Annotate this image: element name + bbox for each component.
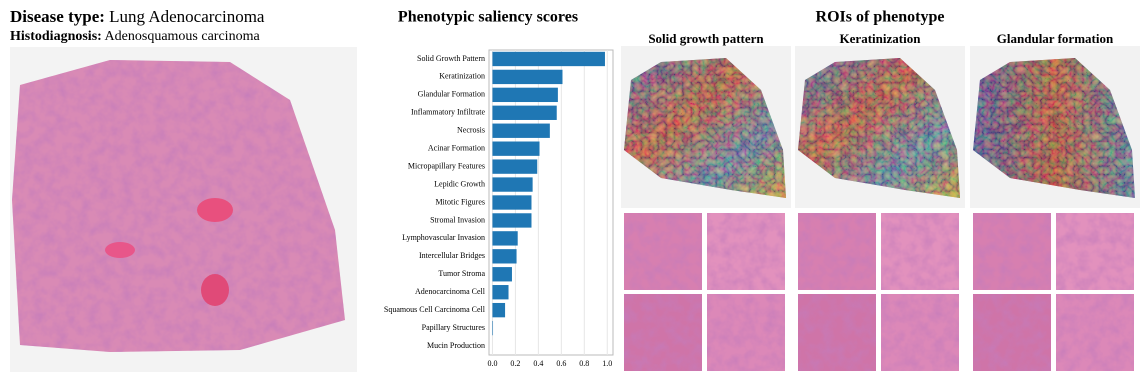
- bar: [492, 249, 517, 264]
- y-tick-label: Mitotic Figures: [435, 197, 485, 206]
- disease-line: Disease type: Lung Adenocarcinoma: [10, 7, 265, 26]
- roi-texture: [707, 213, 785, 290]
- y-tick-label: Mucin Production: [427, 341, 485, 350]
- bar: [492, 177, 533, 192]
- y-tick-label: Inflammatory Infiltrate: [411, 108, 485, 117]
- bar: [492, 105, 557, 120]
- bar: [492, 302, 506, 318]
- bar: [492, 285, 509, 300]
- y-tick-label: Adenocarcinoma Cell: [415, 287, 486, 296]
- y-tick-label: Necrosis: [457, 126, 485, 135]
- y-tick-label: Lymphovascular Invasion: [402, 233, 485, 242]
- roi-texture: [624, 294, 702, 371]
- y-tick-label: Stromal Invasion: [430, 215, 485, 224]
- roi-texture: [1056, 294, 1134, 371]
- y-tick-label: Intercellular Bridges: [419, 251, 485, 260]
- bar: [492, 141, 540, 156]
- y-tick-label: Solid Growth Pattern: [417, 54, 485, 63]
- x-tick-label: 1.0: [602, 359, 612, 368]
- plot-frame: [488, 49, 614, 356]
- roi-texture: [973, 213, 1051, 290]
- tissue: [12, 60, 345, 352]
- column-title: Solid growth pattern: [648, 31, 764, 46]
- x-tick-label: 0.2: [510, 359, 520, 368]
- y-tick-label: Acinar Formation: [428, 144, 485, 153]
- roi-texture: [973, 294, 1051, 371]
- y-tick-label: Lepidic Growth: [434, 179, 485, 188]
- roi-texture: [881, 294, 959, 371]
- x-tick-label: 0.8: [579, 359, 589, 368]
- y-tick-label: Squamous Cell Carcinoma Cell: [384, 305, 486, 314]
- roi-texture: [798, 213, 876, 290]
- chart-title: Phenotypic saliency scores: [398, 9, 578, 26]
- x-tick-label: 0.0: [487, 359, 497, 368]
- bar: [492, 69, 563, 85]
- rois-title: ROIs of phenotype: [816, 9, 945, 26]
- x-tick-label: 0.4: [533, 359, 543, 368]
- x-tick-label: 0.6: [556, 359, 566, 368]
- histo-line: Histodiagnosis: Adenosquamous carcinoma: [10, 29, 260, 44]
- roi-texture: [798, 294, 876, 371]
- bar: [492, 267, 512, 282]
- y-tick-label: Keratinization: [439, 72, 485, 81]
- bar: [492, 195, 532, 210]
- y-tick-label: Papillary Structures: [422, 323, 485, 332]
- roi-texture: [881, 213, 959, 290]
- bar: [492, 51, 605, 67]
- y-tick-label: Tumor Stroma: [438, 269, 485, 278]
- roi-texture: [1056, 213, 1134, 290]
- y-tick-label: Glandular Formation: [418, 90, 485, 99]
- bar: [492, 320, 494, 336]
- roi-texture: [624, 213, 702, 290]
- column-title: Keratinization: [840, 31, 922, 46]
- y-tick-label: Micropapillary Features: [408, 161, 485, 170]
- roi-texture: [707, 294, 785, 371]
- bar: [492, 123, 550, 138]
- bar: [492, 87, 558, 103]
- bar: [492, 159, 538, 174]
- bar: [492, 213, 532, 228]
- column-title: Glandular formation: [997, 31, 1114, 46]
- bar: [492, 231, 518, 246]
